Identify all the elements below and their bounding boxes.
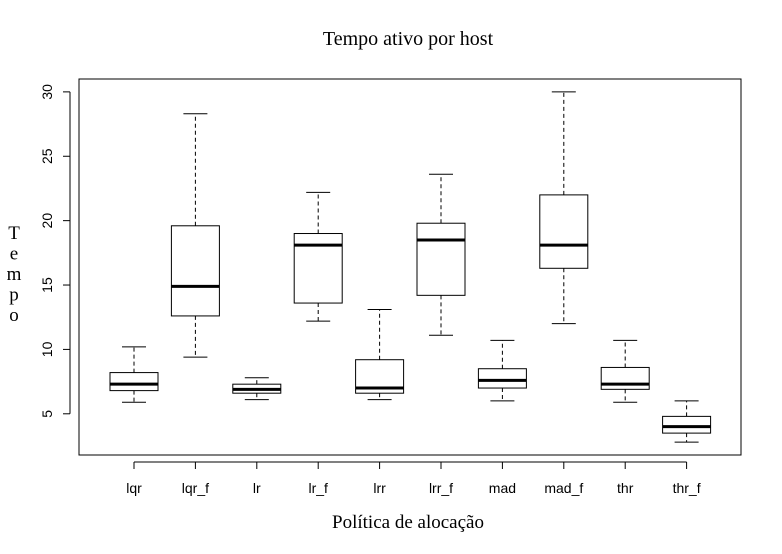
x-tick-label: lrr_f	[429, 480, 453, 496]
box-thr	[600, 339, 650, 403]
y-tick-label: 20	[39, 213, 55, 229]
box-lrr	[355, 308, 405, 401]
iqr-box	[170, 225, 220, 317]
y-axis-label-letter: T	[8, 223, 20, 244]
box-group	[109, 91, 712, 443]
box-lqr	[109, 346, 159, 403]
y-axis-label-letter: e	[10, 244, 18, 265]
x-tick-label: lrr	[373, 480, 386, 496]
y-tick-label: 15	[39, 277, 55, 293]
y-tick-label: 30	[39, 84, 55, 100]
iqr-box	[539, 194, 589, 269]
y-tick-label: 10	[39, 341, 55, 357]
x-tick-label: lr_f	[308, 480, 328, 496]
x-tick-label: lqr	[126, 480, 142, 496]
x-tick-label: thr	[617, 480, 634, 496]
x-tick-label: mad_f	[544, 480, 583, 496]
iqr-box	[600, 366, 650, 390]
x-tick-label: lqr_f	[182, 480, 209, 496]
x-tick-label: mad	[489, 480, 516, 496]
box-lqr_f	[170, 113, 220, 358]
iqr-box	[477, 368, 527, 389]
y-axis-label-letter: o	[9, 305, 19, 326]
y-axis-label-letter: p	[9, 285, 19, 306]
box-mad	[477, 339, 527, 402]
box-thr_f	[662, 400, 712, 443]
box-lr_f	[293, 191, 343, 322]
box-lrr_f	[416, 173, 466, 336]
iqr-box	[416, 222, 466, 296]
iqr-box	[662, 415, 712, 434]
y-tick-label: 25	[39, 148, 55, 164]
y-tick-label: 5	[39, 410, 55, 418]
iqr-box	[109, 372, 159, 392]
x-axis-label: Política de alocação	[332, 512, 484, 533]
y-axis: 5 10 15 20 25 30	[39, 84, 71, 418]
plot-frame	[78, 78, 742, 456]
box-lr	[232, 377, 282, 401]
x-tick-label: thr_f	[673, 480, 701, 496]
x-axis: lqr lqr_f lr lr_f lrr lrr_f mad mad_f thr thr_f	[126, 461, 701, 496]
y-axis-label-letter: m	[7, 264, 22, 285]
box-mad_f	[539, 91, 589, 325]
chart-title: Tempo ativo por host	[323, 28, 494, 50]
x-tick-label: lr	[253, 480, 261, 496]
